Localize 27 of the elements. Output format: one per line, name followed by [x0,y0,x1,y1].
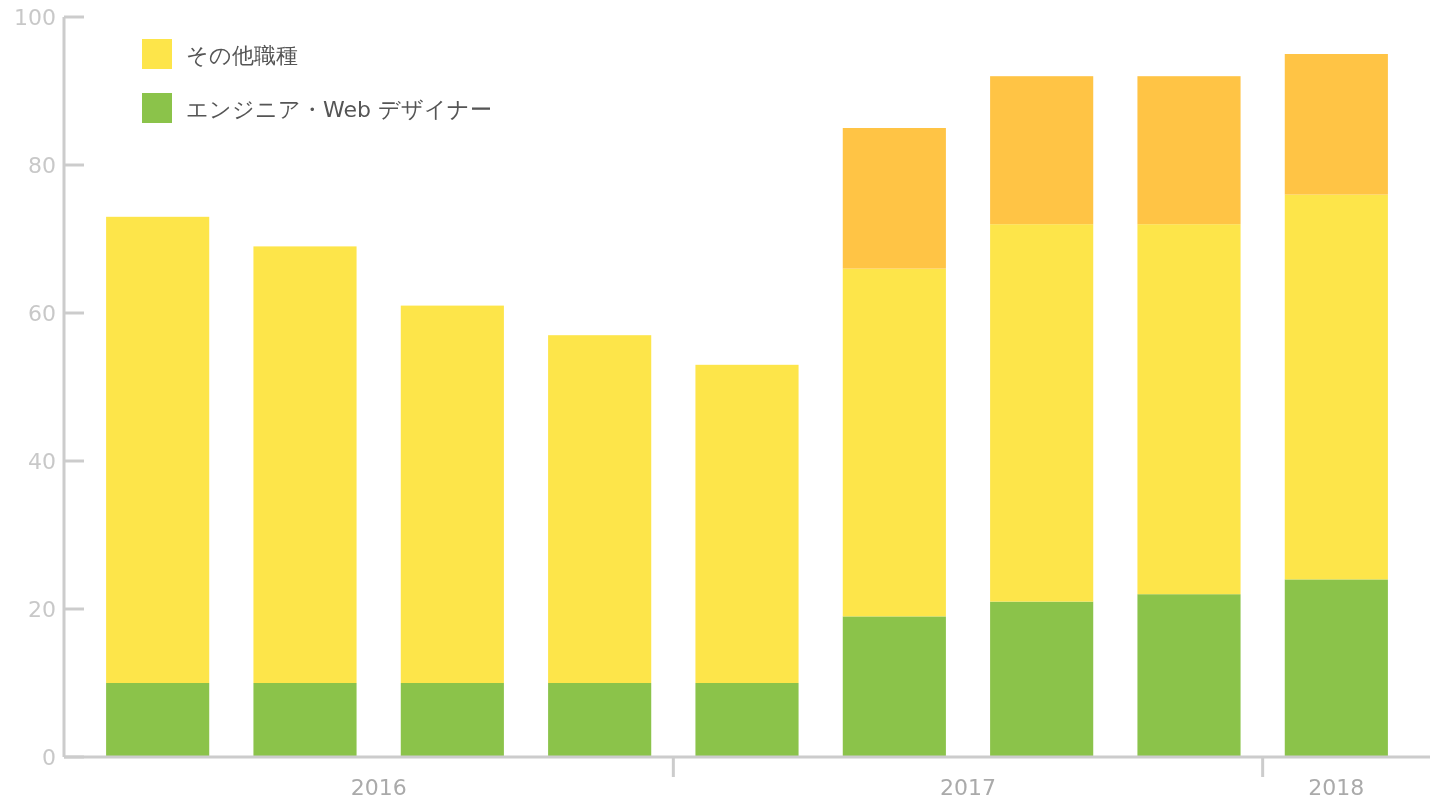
bar [842,616,946,757]
bar [1137,594,1241,757]
bar [842,128,946,269]
bar [253,683,357,757]
bar [400,683,504,757]
text: 2018 [1308,775,1365,800]
bar [1284,579,1388,757]
bar [253,246,357,683]
bar [106,683,210,757]
bar [548,683,652,757]
bar [842,268,946,617]
bar [106,216,210,683]
bar [1137,224,1241,595]
bar [548,335,652,683]
bar [695,683,799,757]
text: 2017 [940,775,996,800]
bar [990,224,1094,602]
bar [990,76,1094,225]
bar [1284,194,1388,580]
bar [1137,76,1241,225]
bar [695,364,799,683]
bar [400,305,504,683]
bar [990,601,1094,757]
legend-label: その他職種 [186,43,298,68]
bar [1284,54,1388,195]
legend-label: エンジニア・Web デザイナー [186,97,492,122]
text: 2016 [350,775,407,800]
